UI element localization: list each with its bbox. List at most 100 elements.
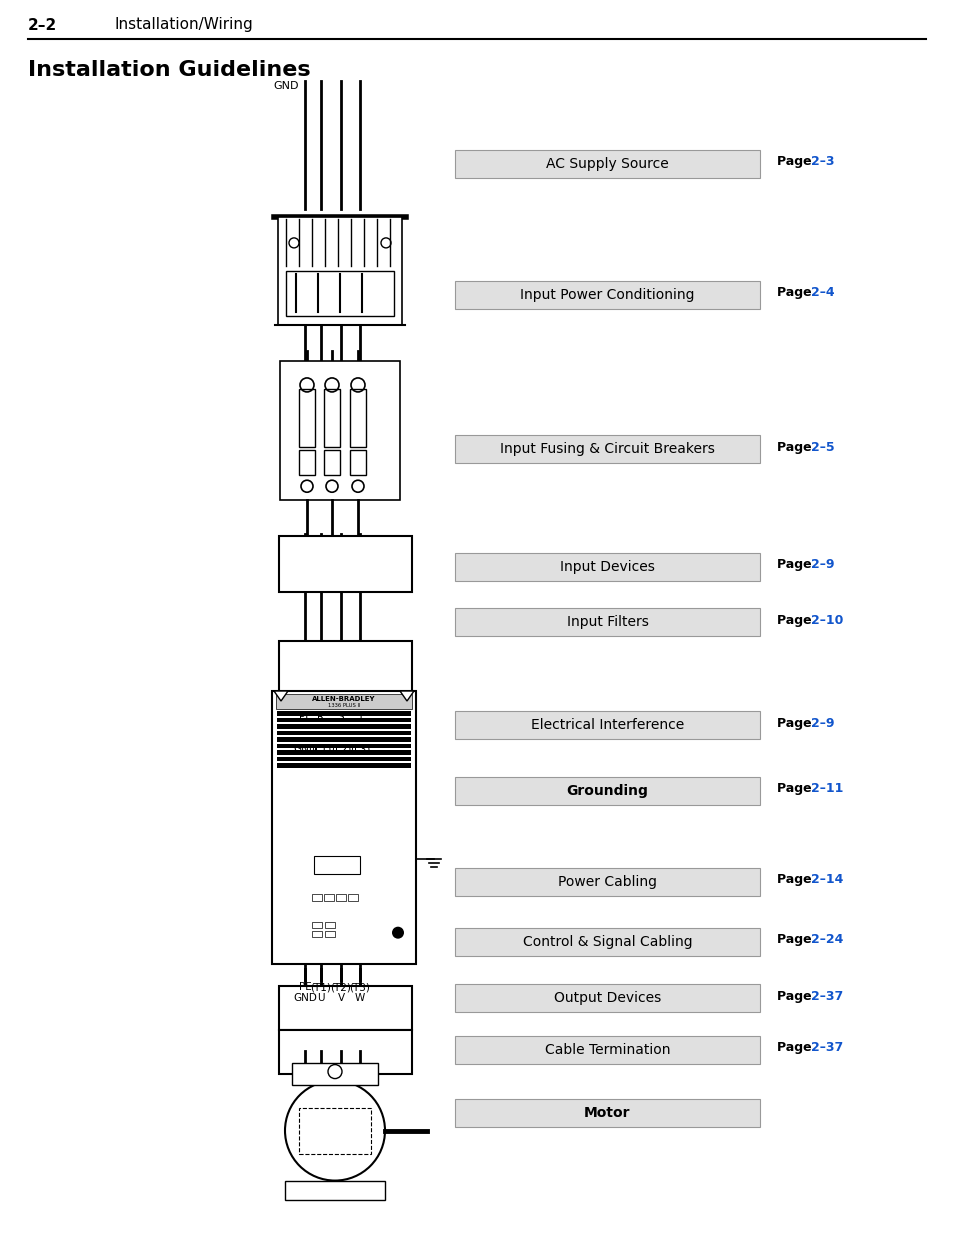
Bar xyxy=(455,553,760,580)
Text: (T2): (T2) xyxy=(331,982,351,992)
Text: 2–4: 2–4 xyxy=(810,287,834,299)
Bar xyxy=(324,389,339,447)
Bar xyxy=(276,750,411,755)
Text: Page: Page xyxy=(776,718,815,730)
Text: Page: Page xyxy=(776,558,815,572)
Polygon shape xyxy=(399,692,414,701)
Bar xyxy=(278,987,412,1030)
Text: GND: GND xyxy=(274,80,298,90)
Text: Output Devices: Output Devices xyxy=(554,992,660,1005)
Bar xyxy=(455,777,760,805)
Text: 2–3: 2–3 xyxy=(810,156,834,168)
Bar xyxy=(312,921,322,927)
Text: 2–24: 2–24 xyxy=(810,934,842,946)
Text: Page: Page xyxy=(776,287,815,299)
Text: 2–5: 2–5 xyxy=(810,441,834,453)
Bar xyxy=(285,1181,385,1199)
Text: T: T xyxy=(356,713,363,722)
Text: Input Power Conditioning: Input Power Conditioning xyxy=(519,288,694,301)
Bar xyxy=(278,1030,412,1074)
Text: Page: Page xyxy=(776,990,815,1003)
Text: 2–9: 2–9 xyxy=(810,558,834,572)
Text: 2–37: 2–37 xyxy=(810,990,842,1003)
Bar xyxy=(298,1108,371,1153)
Text: 2–11: 2–11 xyxy=(810,783,842,795)
Text: Page: Page xyxy=(776,156,815,168)
Text: AC Supply Source: AC Supply Source xyxy=(545,157,668,170)
Text: (L2): (L2) xyxy=(331,743,351,755)
Bar xyxy=(276,743,411,748)
Text: Page: Page xyxy=(776,873,815,887)
Text: Page: Page xyxy=(776,441,815,453)
Text: 2–37: 2–37 xyxy=(810,1041,842,1053)
Bar xyxy=(292,1062,377,1084)
Text: PE: PE xyxy=(298,982,311,992)
Bar xyxy=(335,894,346,902)
Bar xyxy=(312,931,322,937)
Bar xyxy=(324,894,334,902)
Bar xyxy=(298,450,314,475)
Text: Page: Page xyxy=(776,783,815,795)
Bar xyxy=(455,608,760,636)
Bar xyxy=(455,1036,760,1063)
Text: R: R xyxy=(317,713,324,722)
Text: 1336 PLUS II: 1336 PLUS II xyxy=(328,703,360,708)
Text: PE: PE xyxy=(298,713,311,722)
Text: GND: GND xyxy=(293,993,316,1003)
Text: (L3): (L3) xyxy=(350,743,370,755)
Bar xyxy=(276,731,411,735)
Text: W: W xyxy=(355,993,365,1003)
Text: U: U xyxy=(317,993,324,1003)
Bar xyxy=(276,718,411,722)
Bar xyxy=(455,984,760,1013)
Text: Input Fusing & Circuit Breakers: Input Fusing & Circuit Breakers xyxy=(499,442,714,456)
Text: Cable Termination: Cable Termination xyxy=(544,1042,670,1057)
Bar xyxy=(278,536,412,593)
Bar xyxy=(276,737,411,741)
Bar xyxy=(280,362,399,500)
Bar xyxy=(276,757,411,761)
Bar xyxy=(276,724,411,729)
Text: Motor: Motor xyxy=(583,1105,630,1120)
Text: S: S xyxy=(337,713,344,722)
Text: Input Filters: Input Filters xyxy=(566,615,648,629)
Text: 2–2: 2–2 xyxy=(28,17,57,32)
Text: V: V xyxy=(337,993,344,1003)
Text: Control & Signal Cabling: Control & Signal Cabling xyxy=(522,935,692,948)
Bar xyxy=(455,435,760,463)
Bar xyxy=(350,450,366,475)
Bar xyxy=(275,694,412,709)
Bar xyxy=(455,280,760,309)
Polygon shape xyxy=(274,692,288,701)
Bar xyxy=(455,868,760,895)
Text: 2–14: 2–14 xyxy=(810,873,842,887)
Bar xyxy=(312,894,322,902)
Bar xyxy=(298,389,314,447)
Bar xyxy=(277,217,401,325)
Bar xyxy=(325,921,335,927)
Bar xyxy=(286,270,394,316)
Bar xyxy=(325,931,335,937)
Text: Installation Guidelines: Installation Guidelines xyxy=(28,61,311,80)
Bar xyxy=(278,641,412,698)
Text: Page: Page xyxy=(776,614,815,626)
Bar xyxy=(455,149,760,178)
Bar xyxy=(276,711,411,715)
Text: 2–9: 2–9 xyxy=(810,718,834,730)
Circle shape xyxy=(392,926,403,939)
Text: GND: GND xyxy=(293,743,316,755)
Text: (T1): (T1) xyxy=(311,982,331,992)
Text: Input Devices: Input Devices xyxy=(559,559,655,574)
Text: (L1): (L1) xyxy=(311,743,331,755)
Bar xyxy=(324,450,339,475)
Text: Power Cabling: Power Cabling xyxy=(558,874,657,889)
Bar xyxy=(314,856,359,874)
Bar xyxy=(348,894,357,902)
Bar xyxy=(455,927,760,956)
Text: Page: Page xyxy=(776,1041,815,1053)
Text: Grounding: Grounding xyxy=(566,784,648,798)
Text: Electrical Interference: Electrical Interference xyxy=(530,719,683,732)
Bar xyxy=(455,711,760,740)
Text: (T3): (T3) xyxy=(349,982,370,992)
Text: Installation/Wiring: Installation/Wiring xyxy=(115,17,253,32)
